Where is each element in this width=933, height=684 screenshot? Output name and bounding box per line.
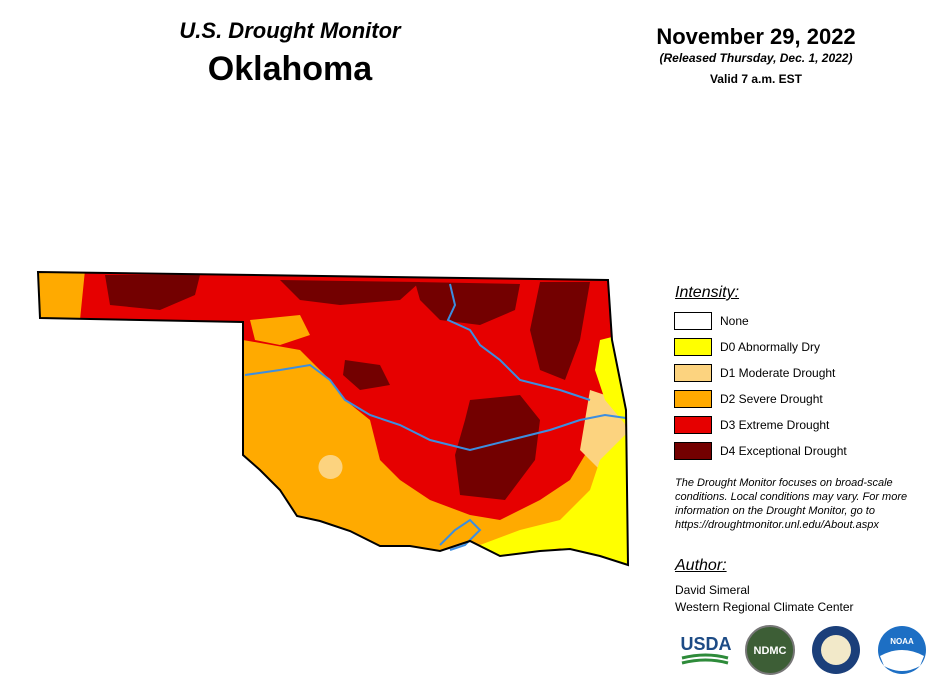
drought-map — [37, 271, 629, 566]
d0-area — [480, 330, 628, 565]
author-name: David Simeral — [675, 583, 750, 597]
valid-time: Valid 7 a.m. EST — [709, 72, 803, 86]
d2-area — [38, 272, 628, 565]
d4-area — [105, 275, 590, 500]
d2-area — [250, 315, 310, 345]
author-org: Western Regional Climate Center — [675, 600, 854, 614]
release-date: (Released Thursday, Dec. 1, 2022) — [659, 51, 853, 65]
legend-swatch — [674, 312, 712, 330]
ndmc-logo: NDMC — [754, 645, 787, 657]
rivers — [244, 283, 627, 551]
legend-label: D4 Exceptional Drought — [720, 444, 847, 458]
legend-label: D3 Extreme Drought — [720, 418, 830, 432]
legend-label: None — [720, 314, 749, 328]
d1-area — [318, 390, 628, 479]
legend-swatch — [674, 416, 712, 434]
legend-swatch — [674, 390, 712, 408]
legend-label: D2 Severe Drought — [720, 392, 823, 406]
legend-label: D1 Moderate Drought — [720, 366, 836, 380]
legend-swatch — [674, 442, 712, 460]
logos: USDA NDMC NOAA — [680, 625, 926, 675]
usda-logo: USDA — [680, 634, 731, 654]
noaa-logo: NOAA — [890, 637, 914, 646]
map-date: November 29, 2022 — [656, 24, 856, 49]
state-name: Oklahoma — [207, 50, 373, 88]
author-heading: Author: — [675, 557, 727, 574]
note: The Drought Monitor focuses on broad-sca… — [675, 477, 908, 531]
drought-areas — [38, 272, 628, 565]
legend-heading: Intensity: — [675, 284, 740, 301]
title: U.S. Drought Monitor — [179, 18, 401, 43]
legend-swatch — [674, 338, 712, 356]
legend-swatch — [674, 364, 712, 382]
legend-label: D0 Abnormally Dry — [720, 340, 821, 354]
